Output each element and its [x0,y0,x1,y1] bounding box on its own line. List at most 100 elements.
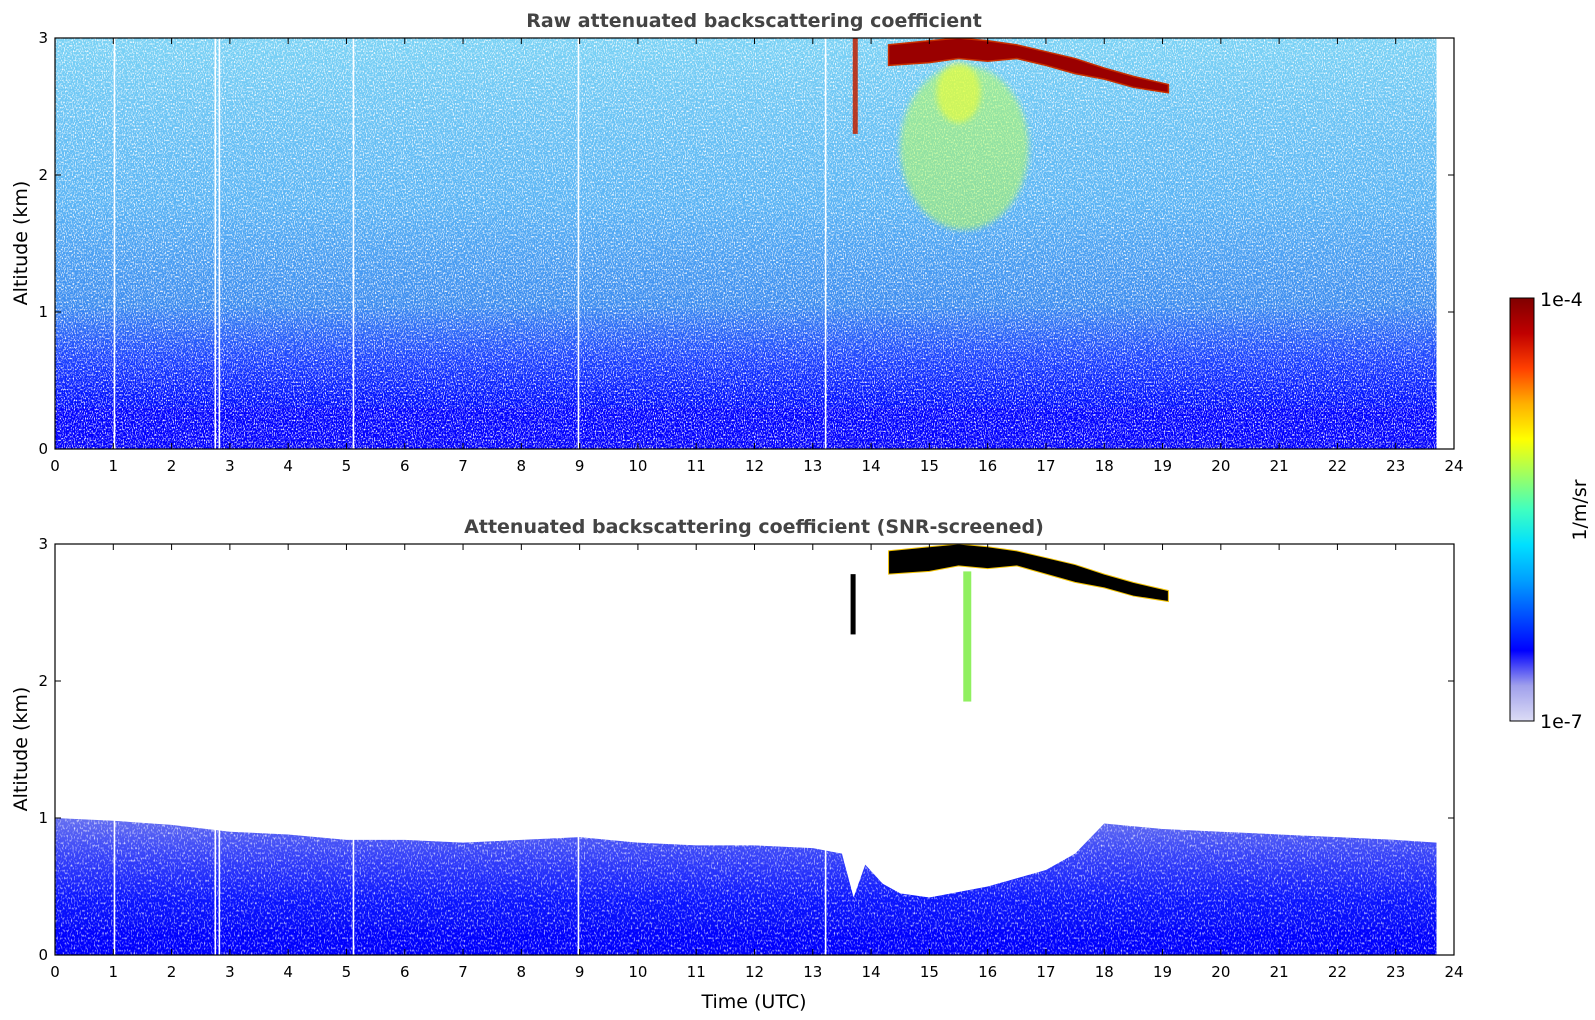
screened-cirrus-layer [888,544,1169,603]
x-tick-label: 19 [1153,457,1172,475]
x-tick-label: 21 [1270,457,1289,475]
data-gap-line [352,544,355,955]
x-tick-label: 14 [862,457,881,475]
x-tick-label: 4 [283,457,293,475]
y-tick-label: 3 [38,29,48,47]
data-gap-line [218,38,221,449]
x-tick-label: 22 [1328,963,1347,981]
panel1-x-axis: 0 1 2 3 4 5 6 7 8 9 10 11 12 13 14 15 16 17 18 19 20 21 22 23 24 [50,38,1464,475]
x-tick-label: 23 [1386,963,1405,981]
data-gap-line [113,38,116,449]
boundary-layer-speckle [55,818,1437,955]
x-tick-label: 22 [1328,457,1347,475]
panel2-y-axis: 0 1 2 3 [38,535,1454,964]
x-tick-label: 0 [50,457,60,475]
colorbar-bar [1509,297,1535,722]
virga-plume [900,65,1029,230]
data-gap-line [824,38,827,449]
y-tick-label: 0 [38,440,48,458]
x-tick-label: 11 [687,963,706,981]
screened-cloud-streak [850,574,856,635]
x-tick-label: 2 [167,457,177,475]
data-gap-line [352,38,355,449]
x-tick-label: 8 [517,457,527,475]
screened-virga-streak [963,571,972,702]
x-tick-label: 11 [687,457,706,475]
x-tick-label: 7 [458,963,468,981]
data-gap-line [214,38,217,449]
colorbar-max-label: 1e-4 [1540,289,1583,311]
x-tick-label: 16 [978,963,997,981]
x-tick-label: 24 [1444,457,1463,475]
raw-cloud-features [852,38,1170,230]
x-tick-label: 9 [575,457,585,475]
x-tick-label: 1 [109,963,119,981]
cloud-streak [852,38,858,134]
y-tick-label: 1 [38,809,48,827]
panel1-y-axis: 0 1 2 3 [38,29,1454,458]
x-tick-label: 20 [1211,963,1230,981]
raw-backscatter-panel: Raw attenuated backscattering coefficien… [10,10,1464,475]
x-tick-label: 12 [745,963,764,981]
x-tick-label: 18 [1095,963,1114,981]
x-tick-label: 9 [575,963,585,981]
x-tick-label: 1 [109,457,119,475]
x-tick-label: 17 [1036,457,1055,475]
cirrus-cloud-layer [887,38,1170,94]
panel1-ylabel: Altitude (km) [10,181,32,306]
panel2-ylabel: Altitude (km) [10,687,32,812]
x-tick-label: 13 [803,457,822,475]
screened-no-data-region [1436,544,1454,955]
x-tick-label: 20 [1211,457,1230,475]
x-tick-label: 13 [803,963,822,981]
colorbar-min-label: 1e-7 [1540,711,1583,733]
x-tick-label: 12 [745,457,764,475]
snr-screened-panel: Attenuated backscattering coefficient (S… [10,516,1464,1013]
x-tick-label: 23 [1386,457,1405,475]
x-tick-label: 5 [342,963,352,981]
screened-data-gaps [113,544,827,955]
data-gap-line [824,544,827,955]
x-tick-label: 15 [920,457,939,475]
x-tick-label: 16 [978,457,997,475]
screened-backscatter-field [55,818,1454,955]
data-gap-line [214,544,217,955]
data-gap-line [577,38,580,449]
panel2-xlabel: Time (UTC) [700,991,806,1013]
data-gap-line [113,544,116,955]
x-tick-label: 17 [1036,963,1055,981]
panel2-title: Attenuated backscattering coefficient (S… [464,516,1044,538]
x-tick-label: 10 [628,457,647,475]
x-tick-label: 4 [283,963,293,981]
data-gap-line [577,544,580,955]
raw-noise-speckle [55,38,1454,449]
screened-cloud-features [850,544,1169,702]
x-tick-label: 15 [920,963,939,981]
x-tick-label: 7 [458,457,468,475]
data-gap-line [218,544,221,955]
x-tick-label: 5 [342,457,352,475]
y-tick-label: 3 [38,535,48,553]
raw-no-data-region [1436,38,1454,449]
panel1-title: Raw attenuated backscattering coefficien… [526,10,982,32]
x-tick-label: 6 [400,457,410,475]
raw-data-gaps [113,38,827,449]
y-tick-label: 0 [38,946,48,964]
colorbar-unit-label: 1/m/sr [1569,479,1591,540]
x-tick-label: 6 [400,963,410,981]
x-tick-label: 19 [1153,963,1172,981]
colorbar: 1e-4 1e-7 1/m/sr [1509,289,1591,733]
x-tick-label: 21 [1270,963,1289,981]
x-tick-label: 14 [862,963,881,981]
x-tick-label: 2 [167,963,177,981]
panel2-x-axis: 0 1 2 3 4 5 6 7 8 9 10 11 12 13 14 15 16 17 18 19 20 21 22 23 24 [50,544,1464,981]
virga-core [936,62,981,123]
y-tick-label: 1 [38,303,48,321]
x-tick-label: 10 [628,963,647,981]
x-tick-label: 24 [1444,963,1463,981]
x-tick-label: 8 [517,963,527,981]
x-tick-label: 3 [225,457,235,475]
x-tick-label: 18 [1095,457,1114,475]
y-tick-label: 2 [38,672,48,690]
x-tick-label: 0 [50,963,60,981]
